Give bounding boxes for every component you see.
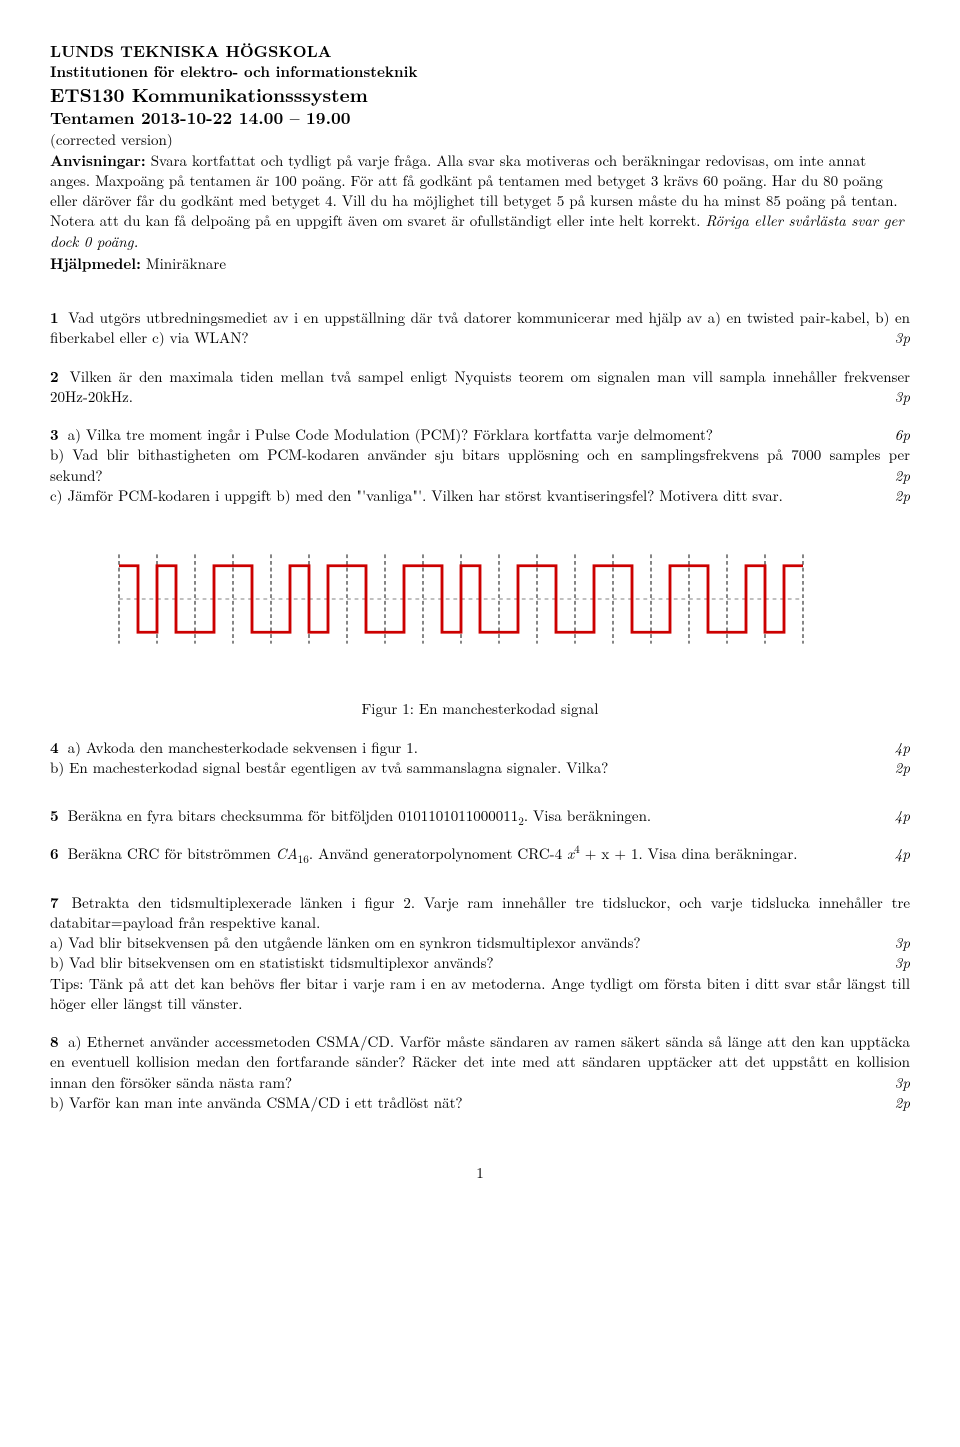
aids-body: Miniräknare <box>146 253 226 274</box>
q5-text-post: . Visa beräkningen. <box>524 805 651 826</box>
question-6: 6 Beräkna CRC för bitströmmen CA16. Anvä… <box>50 844 910 864</box>
q3b-points: 2p <box>895 466 910 486</box>
department-name: Institutionen för elektro- och informati… <box>50 62 910 82</box>
q7b-points: 3p <box>895 953 910 973</box>
q6-number: 6 <box>50 843 59 864</box>
q7-number: 7 <box>50 892 59 913</box>
q5-text-pre: Beräkna en fyra bitars checksumma för bi… <box>68 805 519 826</box>
q3c-points: 2p <box>895 486 910 506</box>
q2-text: Vilken är den maximala tiden mellan två … <box>50 366 910 407</box>
q6-poly-rest: + x + 1. Visa dina beräkningar. <box>580 843 798 864</box>
q6-points: 4p <box>895 844 910 864</box>
q1-points: 3p <box>895 328 910 348</box>
corrected-note: (corrected version) <box>50 130 910 150</box>
question-3: 3 a) Vilka tre moment ingår i Pulse Code… <box>50 425 910 506</box>
course-code-title: ETS130 Kommunikationsssystem <box>50 82 910 108</box>
question-4: 4 a) Avkoda den manchesterkodade sekvens… <box>50 738 910 779</box>
q4a-points: 4p <box>895 738 910 758</box>
q8b-text: b) Varför kan man inte använda CSMA/CD i… <box>50 1092 463 1113</box>
q2-points: 3p <box>895 387 910 407</box>
q6-var-sub: 16 <box>298 851 309 867</box>
q1-number: 1 <box>50 307 59 328</box>
q4-number: 4 <box>50 737 59 758</box>
aids-lead: Hjälpmedel: <box>50 253 141 274</box>
q8b-points: 2p <box>895 1093 910 1113</box>
q8a-points: 3p <box>895 1073 910 1093</box>
instructions-paragraph: Anvisningar: Svara kortfattat och tydlig… <box>50 151 910 252</box>
q4b-points: 2p <box>895 758 910 778</box>
q6-text-mid: . Använd generatorpolynoment CRC-4 <box>309 843 567 864</box>
q7b-text: b) Vad blir bitsekvensen om en statistis… <box>50 952 494 973</box>
q8-number: 8 <box>50 1031 59 1052</box>
figure-1-caption: Figur 1: En manchesterkodad signal <box>50 699 910 719</box>
manchester-signal-svg <box>100 534 860 664</box>
aids-line: Hjälpmedel: Miniräknare <box>50 254 910 274</box>
q5-points: 4p <box>895 806 910 826</box>
q8a-text: a) Ethernet använder accessmetoden CSMA/… <box>50 1031 910 1093</box>
q3b-text: b) Vad blir bithastigheten om PCM-kodare… <box>50 444 910 485</box>
q6-text-pre: Beräkna CRC för bitströmmen <box>68 843 276 864</box>
q7-intro: Betrakta den tidsmultiplexerade länken i… <box>50 892 910 933</box>
q4a-text: a) Avkoda den manchesterkodade sekvensen… <box>68 737 418 758</box>
instructions-lead: Anvisningar: <box>50 150 146 171</box>
exam-datetime: Tentamen 2013-10-22 14.00 – 19.00 <box>50 107 910 130</box>
q5-number: 5 <box>50 805 59 826</box>
question-7: 7 Betrakta den tidsmultiplexerade länken… <box>50 893 910 1015</box>
question-1: 1 Vad utgörs utbredningsmediet av i en u… <box>50 308 910 349</box>
q3a-points: 6p <box>895 425 910 445</box>
q6-var: CA <box>276 843 298 864</box>
q1-text: Vad utgörs utbredningsmediet av i en upp… <box>50 307 910 348</box>
q3a-text: a) Vilka tre moment ingår i Pulse Code M… <box>68 424 713 445</box>
q7a-text: a) Vad blir bitsekvensen på den utgående… <box>50 932 641 953</box>
figure-1: Figur 1: En manchesterkodad signal <box>50 534 910 720</box>
q2-number: 2 <box>50 366 59 387</box>
question-8: 8 a) Ethernet använder accessmetoden CSM… <box>50 1032 910 1113</box>
q3c-text: c) Jämför PCM-kodaren i uppgift b) med d… <box>50 485 783 506</box>
question-2: 2 Vilken är den maximala tiden mellan tv… <box>50 367 910 408</box>
university-name: LUNDS TEKNISKA HÖGSKOLA <box>50 40 910 62</box>
page-number: 1 <box>50 1163 910 1183</box>
question-5: 5 Beräkna en fyra bitars checksumma för … <box>50 806 910 826</box>
q4b-text: b) En machesterkodad signal består egent… <box>50 757 608 778</box>
q7a-points: 3p <box>895 933 910 953</box>
q3-number: 3 <box>50 424 59 445</box>
q7-tips: Tips: Tänk på att det kan behövs fler bi… <box>50 974 910 1015</box>
